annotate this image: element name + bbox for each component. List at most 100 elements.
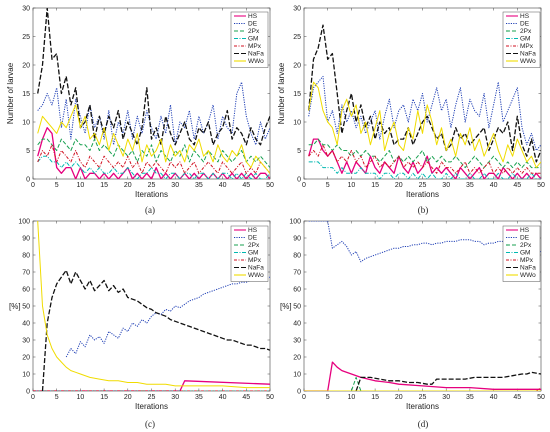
legend-label: MPx <box>248 43 262 50</box>
x-tick-label: 45 <box>513 394 521 401</box>
x-tick-label: 20 <box>124 182 132 189</box>
panel-caption: (d) <box>418 419 429 429</box>
x-tick-label: 0 <box>31 182 35 189</box>
chart-panel-c: 0 5 10 15 20 25 30 35 40 45 50 0 10 20 30 40 50 60 70 80 90 1… <box>9 218 274 429</box>
legend-label: 2Px <box>248 242 260 249</box>
y-tick-label: 0 <box>297 176 301 183</box>
series-line-de <box>308 75 541 151</box>
y-tick-label: 20 <box>22 354 30 361</box>
series-line-de <box>308 221 541 263</box>
plot-frame <box>32 220 271 392</box>
chart-panel-b: 0 5 10 15 20 25 30 35 40 45 50051015202530Iteratio… <box>277 5 545 215</box>
y-tick-label: 30 <box>293 5 301 12</box>
series-line-de <box>65 276 270 358</box>
series-line-2px <box>304 376 541 391</box>
x-tick-label: 30 <box>442 394 450 401</box>
y-tick-label: 80 <box>22 252 30 259</box>
legend-label: HS <box>520 13 530 20</box>
series-line-nafa <box>41 269 270 391</box>
legend-label: NaFa <box>520 51 536 58</box>
legend-label: WWo <box>520 272 536 279</box>
y-tick-label: 20 <box>293 354 301 361</box>
legend-label: WWo <box>248 272 264 279</box>
x-tick-label: 35 <box>195 182 203 189</box>
x-tick-label: 50 <box>266 394 274 401</box>
x-tick-label: 15 <box>371 182 379 189</box>
y-tick-label: 60 <box>293 286 301 293</box>
y-tick-label: 60 <box>22 286 30 293</box>
y-tick-label: 10 <box>22 371 30 378</box>
plot-frame <box>32 7 271 180</box>
y-axis-label: Number of larvae <box>6 62 15 124</box>
x-tick-label: 40 <box>490 182 498 189</box>
series-line-nafa <box>37 8 270 146</box>
chart-panel-a: 0 5 10 15 20 25 30 35 40 45 50051015202530Iteratio… <box>6 5 274 215</box>
x-tick-label: 20 <box>124 394 132 401</box>
x-tick-label: 15 <box>100 182 108 189</box>
legend-label: GM <box>520 36 530 43</box>
y-tick-label: 50 <box>293 303 301 310</box>
y-tick-label: 90 <box>22 235 30 242</box>
series-line-nafa <box>308 24 541 163</box>
legend-label: NaFa <box>520 265 536 272</box>
y-tick-label: 30 <box>22 337 30 344</box>
series-line-wwo <box>37 104 270 174</box>
y-axis-label: Number of larvae <box>277 62 286 124</box>
series-line-hs <box>308 138 541 179</box>
legend-label: NaFa <box>248 265 264 272</box>
series-line-2px <box>37 138 270 168</box>
x-tick-label: 35 <box>466 394 474 401</box>
series-line-wwo <box>308 81 541 169</box>
legend-label: 2Px <box>520 28 532 35</box>
y-tick-label: 15 <box>293 91 301 98</box>
x-tick-label: 45 <box>242 394 250 401</box>
y-tick-label: 90 <box>293 235 301 242</box>
y-tick-label: 20 <box>293 62 301 69</box>
series-line-nafa <box>355 371 541 391</box>
x-tick-label: 35 <box>195 394 203 401</box>
x-tick-label: 0 <box>31 394 35 401</box>
x-tick-label: 0 <box>302 394 306 401</box>
y-tick-label: 5 <box>26 148 30 155</box>
x-tick-label: 10 <box>348 394 356 401</box>
legend-label: MPx <box>520 43 534 50</box>
y-tick-label: 70 <box>22 269 30 276</box>
x-tick-label: 10 <box>77 182 85 189</box>
x-tick-label: 5 <box>326 182 330 189</box>
legend-box <box>230 225 269 282</box>
x-axis-label: Iterations <box>406 190 439 199</box>
series-line-gm <box>308 161 541 179</box>
series-line-hs <box>37 127 270 179</box>
legend-label: WWo <box>520 58 536 65</box>
y-tick-label: 0 <box>26 388 30 395</box>
x-tick-label: 5 <box>55 394 59 401</box>
x-tick-label: 10 <box>348 182 356 189</box>
y-tick-label: 70 <box>293 269 301 276</box>
x-axis-label: Iterations <box>406 402 439 411</box>
legend-label: GM <box>248 36 258 43</box>
x-tick-label: 40 <box>219 182 227 189</box>
x-tick-label: 25 <box>148 394 156 401</box>
plot-frame <box>303 220 542 392</box>
legend-label: 2Px <box>520 242 532 249</box>
x-tick-label: 20 <box>395 394 403 401</box>
y-axis-label: [%] <box>280 302 292 311</box>
y-tick-label: 80 <box>293 252 301 259</box>
series-line-mpx <box>37 144 270 174</box>
x-tick-label: 25 <box>419 182 427 189</box>
x-tick-label: 25 <box>419 394 427 401</box>
x-tick-label: 0 <box>302 182 306 189</box>
panel-caption: (a) <box>145 205 155 215</box>
y-tick-label: 10 <box>293 119 301 126</box>
y-tick-label: 5 <box>297 148 301 155</box>
panel-caption: (c) <box>145 419 155 429</box>
y-tick-label: 25 <box>293 34 301 41</box>
y-tick-label: 40 <box>22 320 30 327</box>
x-tick-label: 30 <box>171 182 179 189</box>
legend-label: NaFa <box>248 51 264 58</box>
y-tick-label: 40 <box>293 320 301 327</box>
legend-label: GM <box>248 250 258 257</box>
